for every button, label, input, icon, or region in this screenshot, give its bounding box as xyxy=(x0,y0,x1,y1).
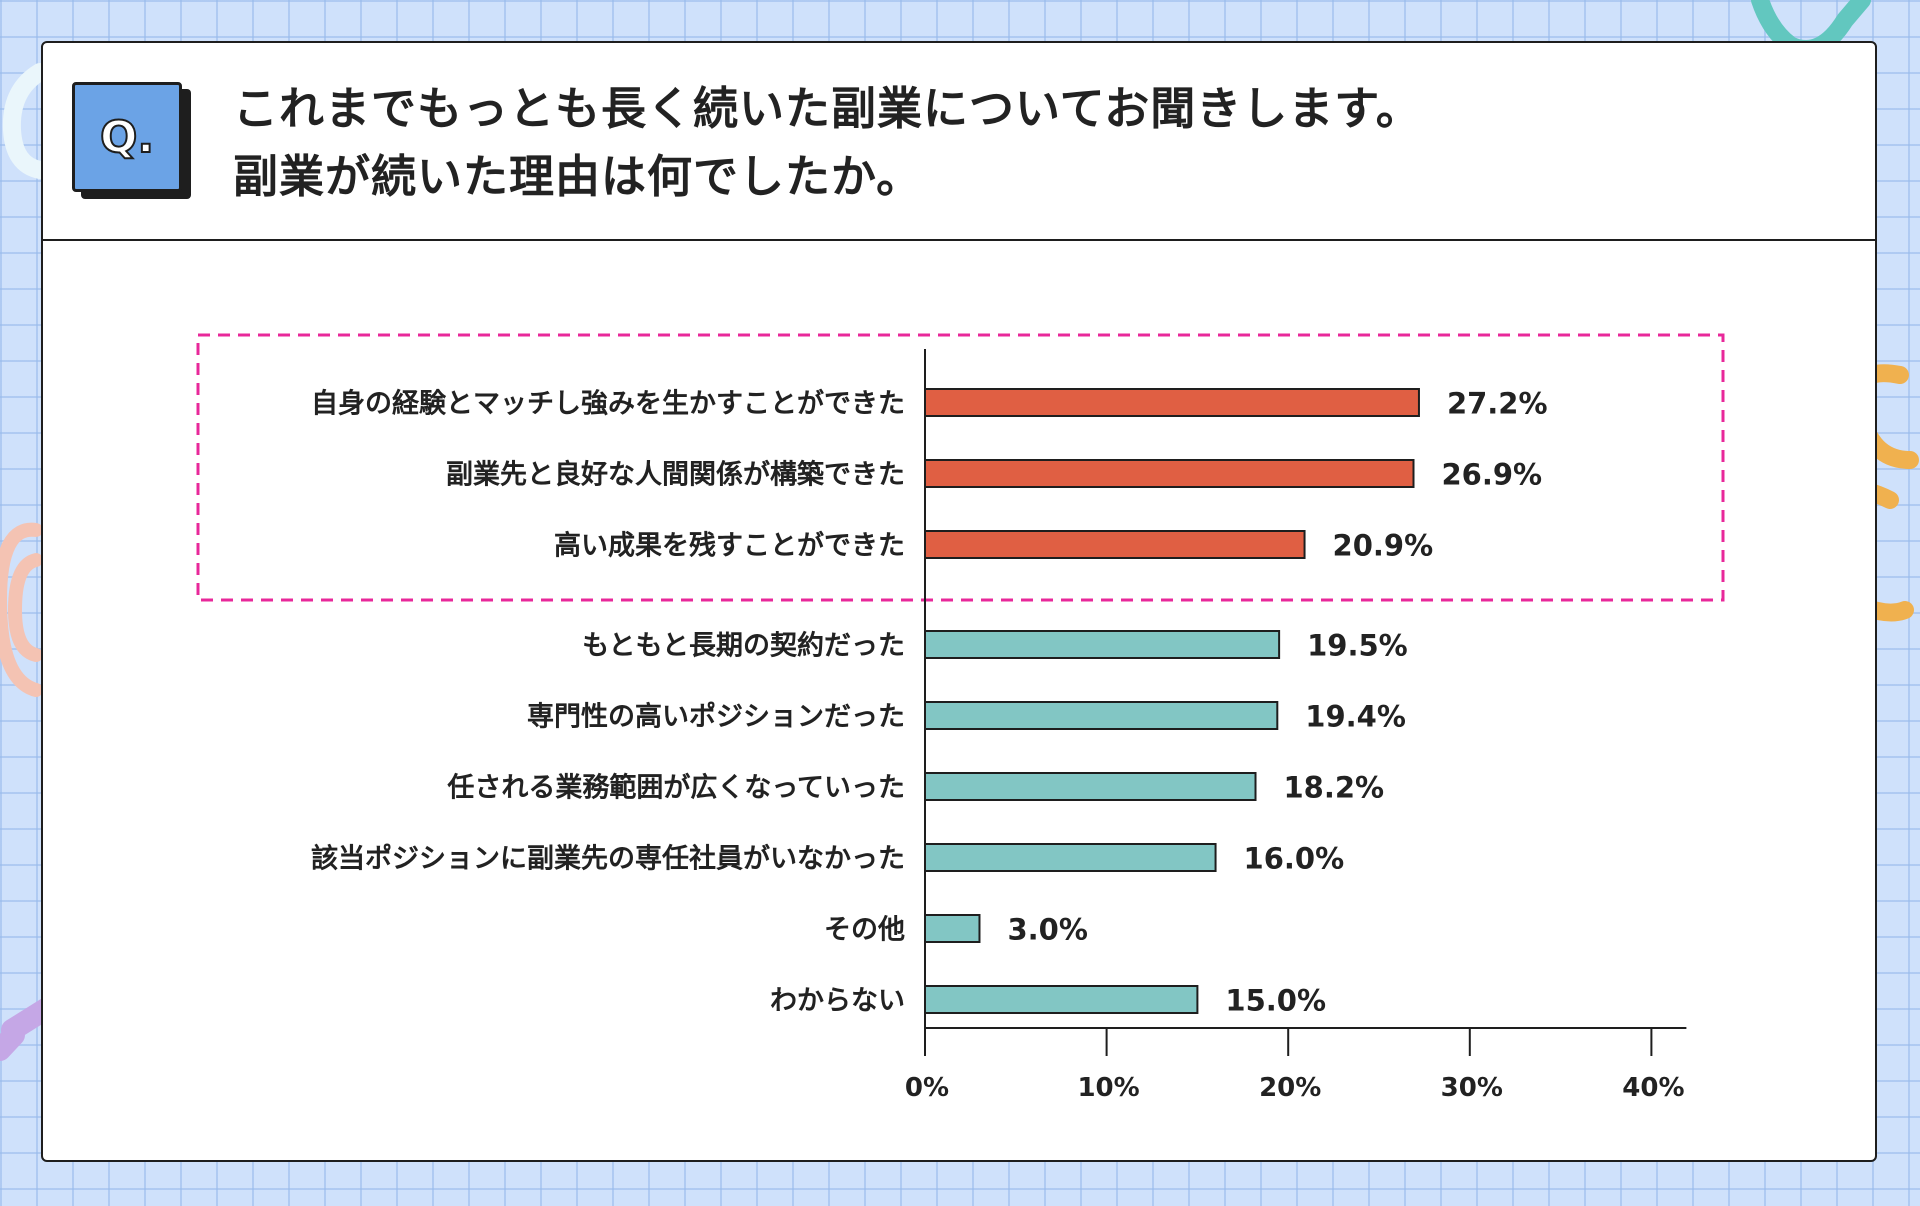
bar xyxy=(924,459,1415,488)
category-label: 副業先と良好な人間関係が構築できた xyxy=(446,459,905,491)
value-label: 26.9% xyxy=(1442,458,1543,492)
white-loop-decoration xyxy=(2,63,49,179)
q-badge: Q. xyxy=(72,82,182,192)
bar xyxy=(924,630,1281,659)
category-label: 任される業務範囲が広くなっていった xyxy=(446,772,905,804)
category-label: もともと長期の契約だった xyxy=(582,630,905,662)
bar xyxy=(924,530,1306,559)
bar-chart: 0% 10% 20% 30% 40% 自身の経験とマッチし強みを生かすことができた 27.2… xyxy=(196,333,1725,1103)
bar xyxy=(924,985,1199,1014)
x-tick-label: 10% xyxy=(1077,1073,1139,1103)
bar xyxy=(924,388,1420,417)
value-label: 27.2% xyxy=(1447,387,1548,421)
highlight-box xyxy=(196,333,1725,602)
x-tick-label: 40% xyxy=(1622,1073,1684,1103)
question-title-line-2: 副業が続いた理由は何でしたか。 xyxy=(233,150,923,203)
value-label: 15.0% xyxy=(1225,984,1326,1018)
question-title-line-1: これまでもっとも長く続いた副業についてお聞きします。 xyxy=(233,82,1422,135)
category-label: 専門性の高いポジションだった xyxy=(527,701,905,733)
bar xyxy=(924,914,981,943)
value-label: 19.5% xyxy=(1307,629,1408,663)
bar xyxy=(924,772,1257,801)
x-tick-label: 30% xyxy=(1441,1073,1503,1103)
category-label: 該当ポジションに副業先の専任社員がいなかった xyxy=(311,843,905,875)
value-label: 16.0% xyxy=(1244,842,1345,876)
value-label: 19.4% xyxy=(1305,700,1406,734)
value-label: 18.2% xyxy=(1284,771,1385,805)
q-badge-text: Q. xyxy=(99,111,155,164)
category-label: 自身の経験とマッチし強みを生かすことができた xyxy=(311,388,905,420)
pink-spiral-decoration xyxy=(0,522,43,697)
x-tick-label: 20% xyxy=(1259,1073,1321,1103)
category-label: わからない xyxy=(770,986,905,1017)
value-label: 3.0% xyxy=(1007,913,1087,947)
question-title: これまでもっとも長く続いた副業についてお聞きします。 副業が続いた理由は何でした… xyxy=(233,75,1422,211)
bar xyxy=(924,701,1279,730)
x-tick-label: 0% xyxy=(905,1073,949,1103)
value-label: 20.9% xyxy=(1333,529,1434,563)
bar xyxy=(924,843,1217,872)
question-header: Q. これまでもっとも長く続いた副業についてお聞きします。 副業が続いた理由は何… xyxy=(43,43,1875,241)
survey-card: Q. これまでもっとも長く続いた副業についてお聞きします。 副業が続いた理由は何… xyxy=(41,41,1877,1162)
category-label: その他 xyxy=(824,915,905,946)
category-label: 高い成果を残すことができた xyxy=(554,530,905,562)
